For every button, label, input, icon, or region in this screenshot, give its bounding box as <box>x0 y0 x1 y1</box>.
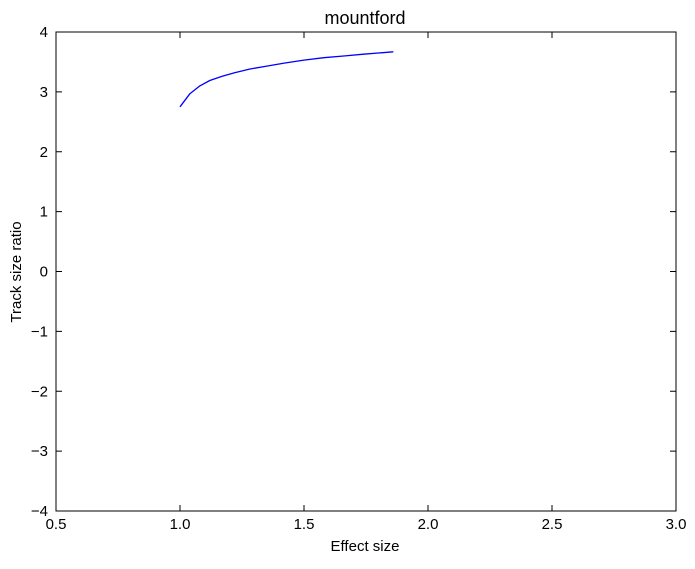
y-tick-label: −4 <box>31 503 48 520</box>
x-tick-label: 1.5 <box>294 516 315 533</box>
x-tick-label: 1.0 <box>170 516 191 533</box>
y-tick-label: −3 <box>31 443 48 460</box>
x-tick-label: 2.0 <box>418 516 439 533</box>
y-tick-label: −2 <box>31 383 48 400</box>
x-tick-label: 2.5 <box>542 516 563 533</box>
chart-title: mountford <box>324 8 405 28</box>
y-tick-label: 2 <box>40 144 48 161</box>
y-tick-label: 4 <box>40 24 48 41</box>
y-tick-label: 3 <box>40 84 48 101</box>
plot-frame <box>55 31 677 512</box>
x-axis-label: Effect size <box>331 538 400 555</box>
y-tick-label: 1 <box>40 204 48 221</box>
x-tick-label: 3.0 <box>666 516 687 533</box>
y-axis-label: Track size ratio <box>8 221 25 322</box>
series-line <box>179 51 394 108</box>
y-tick-label: 0 <box>40 264 48 281</box>
y-tick-label: −1 <box>31 323 48 340</box>
plot-area: 0.5 1.0 1.5 2.0 2.5 3.0 −4 −3 −2 −1 0 1 2 3 4 <box>31 24 687 533</box>
x-tick-label: 0.5 <box>46 516 67 533</box>
